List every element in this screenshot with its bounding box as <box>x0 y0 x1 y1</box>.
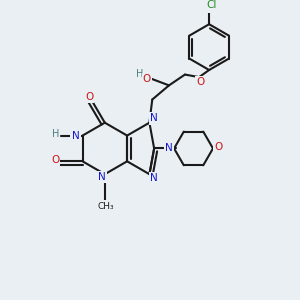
Text: O: O <box>85 92 93 101</box>
Text: N: N <box>165 143 173 153</box>
Text: O: O <box>214 142 222 152</box>
Text: N: N <box>71 130 79 141</box>
Text: H: H <box>136 69 143 79</box>
Text: O: O <box>196 77 205 87</box>
Text: N: N <box>150 173 158 184</box>
Text: Cl: Cl <box>207 0 217 10</box>
Text: N: N <box>98 172 105 182</box>
Text: CH₃: CH₃ <box>98 202 115 211</box>
Text: H: H <box>52 129 59 139</box>
Text: N: N <box>150 113 158 123</box>
Text: O: O <box>143 74 151 84</box>
Text: O: O <box>51 155 59 165</box>
